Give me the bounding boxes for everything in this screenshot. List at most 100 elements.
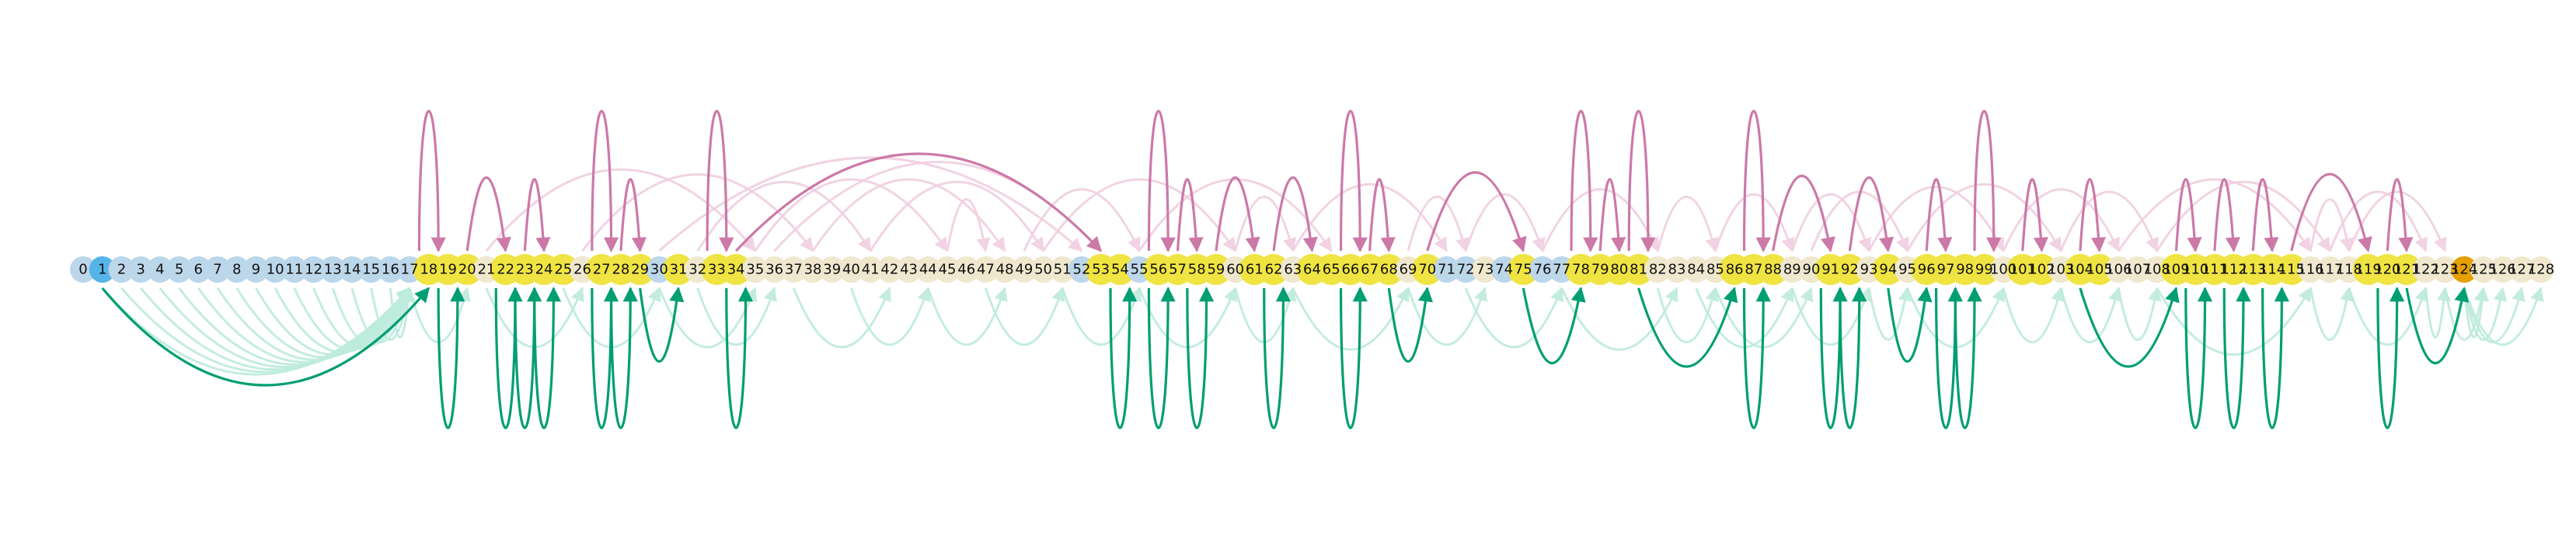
node-label-89: 89 [1783,262,1801,278]
node-label-95: 95 [1898,262,1916,278]
strong-green-arc-13 [1339,287,1368,429]
node-label-98: 98 [1956,262,1974,278]
node-20 [451,254,483,285]
faint-pink-arc-28 [2328,190,2428,252]
faint-green-arc-30 [1464,287,1563,349]
node-44 [915,256,942,283]
node-43 [895,256,922,283]
node-46 [953,256,980,283]
strong-pink-arc-1 [465,176,511,252]
strong-pink-arc-0 [417,110,446,252]
node-14 [338,256,365,283]
node-62 [1258,254,1290,285]
node-123 [2431,256,2459,283]
faint-green-arc-10 [293,287,411,351]
node-68 [1373,254,1405,285]
strong-pink-arc-27 [2290,172,2372,252]
node-40 [838,256,865,283]
node-label-113: 113 [2240,262,2266,278]
node-6 [185,256,212,283]
node-label-79: 79 [1591,262,1609,278]
node-59 [1200,254,1232,285]
node-label-18: 18 [420,262,437,278]
node-label-70: 70 [1418,262,1436,278]
node-12 [300,256,327,283]
node-label-48: 48 [996,262,1014,278]
node-label-88: 88 [1764,262,1782,278]
faint-green-arc-41 [2156,287,2312,356]
node-label-76: 76 [1534,262,1552,278]
node-label-33: 33 [708,262,726,278]
node-label-30: 30 [650,262,668,278]
strong-green-arc-27 [2376,287,2405,429]
strong-green-arc-17 [1742,287,1771,429]
faint-green-arc-42 [2309,287,2354,341]
node-9 [242,256,270,283]
faint-pink-arc-18 [1714,193,1795,252]
node-99 [1968,254,2000,285]
node-label-32: 32 [688,262,706,278]
faint-green-arc-38 [2002,287,2065,343]
node-label-60: 60 [1226,262,1244,278]
faint-green-arc-44 [2424,287,2451,339]
strong-pink-arc-18 [1771,175,1835,252]
node-37 [780,256,807,283]
node-label-85: 85 [1706,262,1724,278]
node-82 [1644,256,1671,283]
node-71 [1433,256,1460,283]
strong-arc-layer [101,110,2470,429]
node-label-122: 122 [2413,262,2439,278]
node-label-94: 94 [1879,262,1897,278]
strong-pink-arc-14 [1570,110,1598,252]
node-83 [1664,256,1691,283]
strong-pink-arc-3 [591,110,619,252]
node-label-127: 127 [2508,262,2535,278]
faint-green-arc-15 [389,287,416,339]
node-label-13: 13 [324,262,342,278]
node-label-34: 34 [727,262,745,278]
node-label-92: 92 [1841,262,1859,278]
node-label-53: 53 [1092,262,1110,278]
strong-pink-arc-12 [1368,178,1396,252]
strong-pink-arc-26 [2251,178,2279,252]
faint-green-arc-46 [2463,287,2490,339]
faint-pink-arc-27 [2309,198,2354,252]
node-45 [933,256,960,283]
node-116 [2297,256,2324,283]
node-label-111: 111 [2201,262,2228,278]
node-label-65: 65 [1323,262,1340,278]
strong-green-arc-12 [1263,287,1291,429]
node-label-115: 115 [2278,262,2305,278]
node-label-51: 51 [1054,262,1072,278]
node-label-123: 123 [2431,262,2458,278]
node-label-38: 38 [804,262,822,278]
node-label-43: 43 [900,262,918,278]
node-label-73: 73 [1476,262,1494,278]
faint-green-arc-39 [2059,287,2122,343]
node-121 [2391,254,2423,285]
node-42 [876,256,903,283]
node-94 [1872,254,1904,285]
node-label-63: 63 [1284,262,1302,278]
strong-pink-arc-17 [1742,110,1771,252]
strong-pink-arc-20 [1925,178,1953,252]
faint-pink-arc-24 [2059,190,2159,252]
node-label-106: 106 [2105,262,2132,278]
node-8 [223,256,250,283]
faint-green-arc-0 [101,287,411,376]
node-label-103: 103 [2048,262,2074,278]
node-75 [1508,254,1539,285]
node-label-119: 119 [2355,262,2381,278]
node-label-45: 45 [939,262,957,278]
faint-green-arc-9 [274,287,411,353]
node-92 [1834,254,1866,285]
node-label-67: 67 [1361,262,1379,278]
node-label-80: 80 [1610,262,1628,278]
node-label-78: 78 [1572,262,1590,278]
node-label-14: 14 [343,262,361,278]
node-4 [146,256,173,283]
node-48 [992,256,1019,283]
strong-pink-arc-22 [2021,178,2048,252]
node-label-99: 99 [1975,262,1993,278]
